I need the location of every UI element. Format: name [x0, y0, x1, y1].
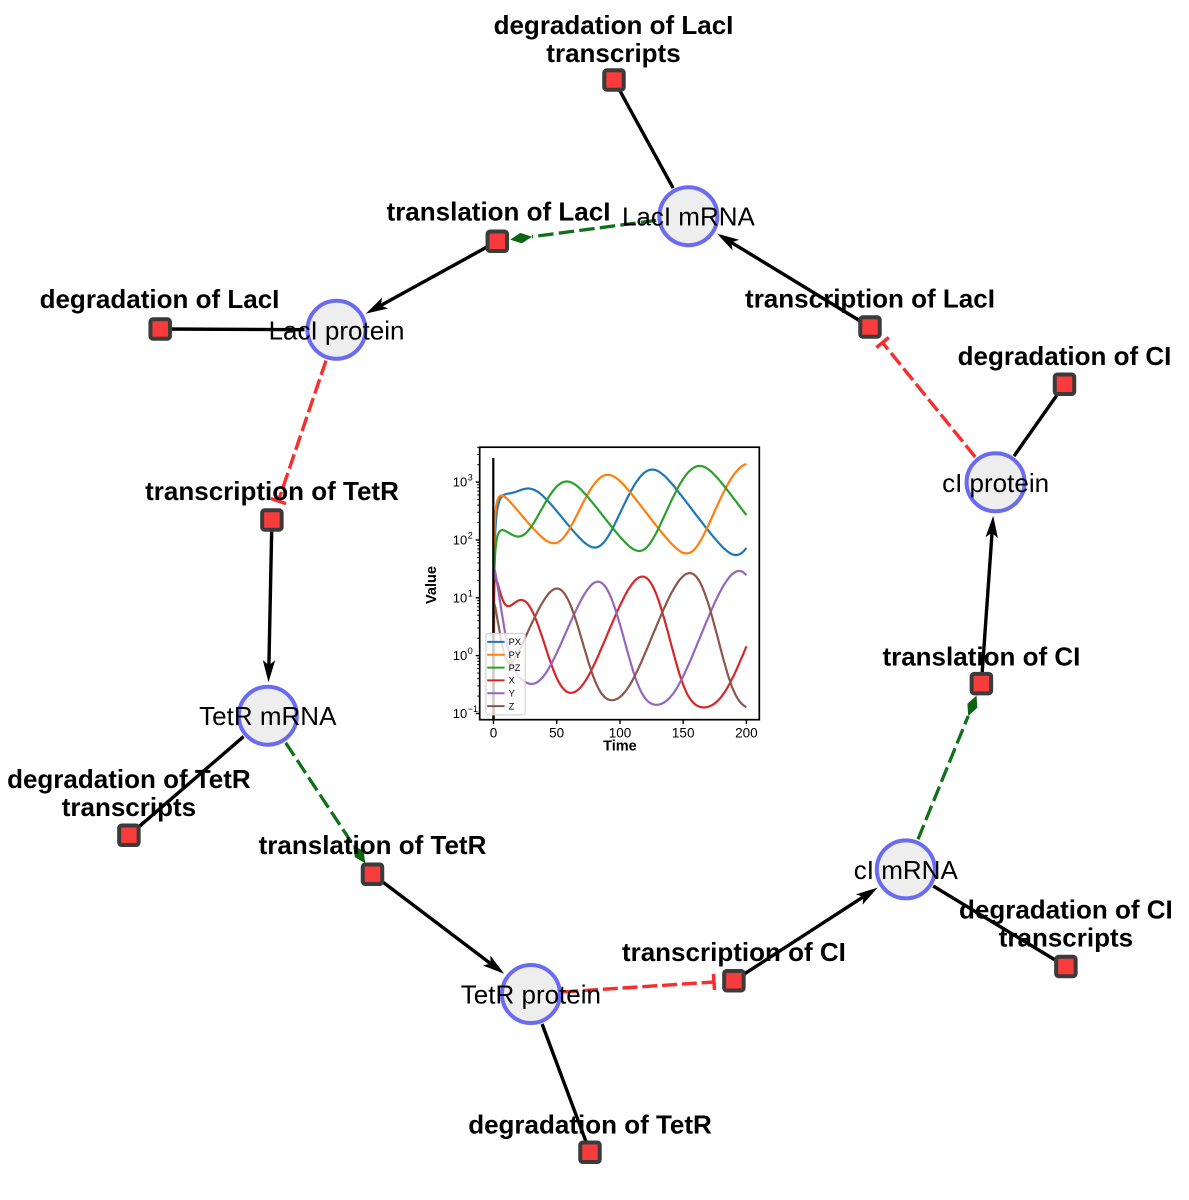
svg-text:3: 3	[468, 473, 473, 483]
svg-text:transcription of LacI: transcription of LacI	[745, 284, 995, 314]
svg-text:2: 2	[468, 531, 473, 541]
svg-text:transcripts: transcripts	[999, 923, 1133, 953]
svg-text:100: 100	[609, 725, 632, 740]
svg-text:10: 10	[453, 648, 467, 663]
svg-text:degradation of TetR: degradation of TetR	[7, 764, 251, 794]
svg-text:translation of LacI: translation of LacI	[387, 197, 611, 227]
svg-text:Time: Time	[603, 739, 637, 755]
svg-text:50: 50	[549, 725, 564, 740]
svg-text:0: 0	[468, 646, 473, 656]
svg-text:X: X	[509, 676, 515, 686]
svg-text:transcripts: transcripts	[62, 792, 196, 822]
svg-text:translation of CI: translation of CI	[882, 642, 1080, 672]
svg-text:0: 0	[490, 725, 498, 740]
svg-text:10: 10	[453, 475, 467, 490]
svg-text:transcription of TetR: transcription of TetR	[145, 476, 399, 506]
svg-text:Z: Z	[509, 701, 515, 711]
svg-text:10: 10	[453, 706, 467, 721]
svg-text:Y: Y	[509, 689, 515, 699]
svg-text:transcripts: transcripts	[546, 38, 680, 68]
svg-text:degradation of TetR: degradation of TetR	[468, 1110, 712, 1140]
svg-text:transcription of CI: transcription of CI	[622, 937, 846, 967]
svg-text:200: 200	[735, 725, 758, 740]
svg-text:Value: Value	[424, 566, 440, 604]
svg-text:PY: PY	[509, 650, 521, 660]
svg-text:10: 10	[453, 590, 467, 605]
svg-text:LacI protein: LacI protein	[269, 315, 405, 345]
svg-text:1: 1	[468, 588, 473, 598]
svg-text:LacI mRNA: LacI mRNA	[622, 202, 756, 232]
svg-text:−1: −1	[468, 704, 478, 714]
svg-text:cI protein: cI protein	[942, 468, 1049, 498]
svg-text:TetR mRNA: TetR mRNA	[199, 701, 337, 731]
svg-text:degradation of CI: degradation of CI	[958, 341, 1172, 371]
svg-text:150: 150	[672, 725, 695, 740]
svg-text:PX: PX	[509, 637, 521, 647]
svg-text:degradation of LacI: degradation of LacI	[494, 10, 734, 40]
svg-text:TetR protein: TetR protein	[461, 980, 601, 1010]
svg-text:degradation of CI: degradation of CI	[959, 895, 1173, 925]
svg-text:cI mRNA: cI mRNA	[854, 855, 959, 885]
svg-text:degradation of LacI: degradation of LacI	[40, 284, 280, 314]
svg-text:translation of TetR: translation of TetR	[259, 830, 487, 860]
svg-text:PZ: PZ	[509, 663, 521, 673]
svg-text:10: 10	[453, 533, 467, 548]
